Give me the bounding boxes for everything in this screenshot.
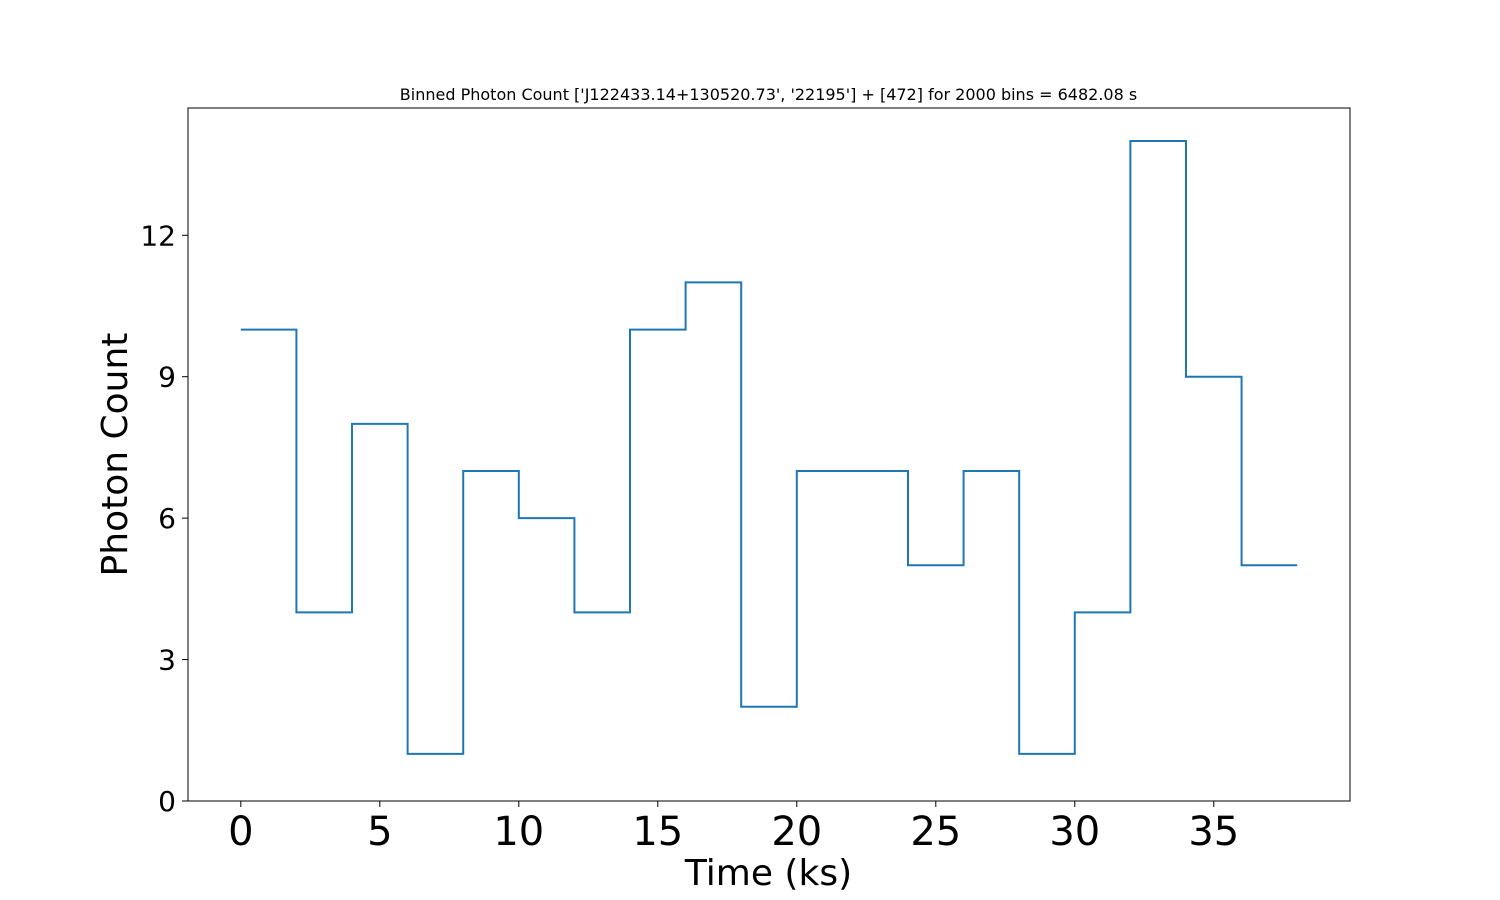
xtick-label: 25 bbox=[910, 809, 961, 855]
xtick-label: 30 bbox=[1049, 809, 1100, 855]
series-line-0 bbox=[240, 140, 1298, 755]
xtick-label: 35 bbox=[1188, 809, 1239, 855]
xtick-label: 0 bbox=[228, 809, 253, 855]
xtick-label: 5 bbox=[367, 809, 392, 855]
x-axis-label: Time (ks) bbox=[684, 853, 852, 894]
xtick-label: 10 bbox=[493, 809, 544, 855]
ytick-label: 9 bbox=[158, 361, 176, 394]
y-axis-label: Photon Count bbox=[95, 333, 136, 577]
chart-title: Binned Photon Count ['J122433.14+130520.… bbox=[400, 85, 1137, 104]
ytick-label: 3 bbox=[158, 644, 176, 677]
plot-frame bbox=[187, 107, 1351, 802]
plot-area bbox=[188, 108, 1350, 801]
ytick-label: 0 bbox=[158, 785, 176, 818]
ytick-label: 6 bbox=[158, 502, 176, 535]
xtick-label: 20 bbox=[771, 809, 822, 855]
xtick-label: 15 bbox=[632, 809, 683, 855]
ytick-label: 12 bbox=[140, 219, 176, 252]
